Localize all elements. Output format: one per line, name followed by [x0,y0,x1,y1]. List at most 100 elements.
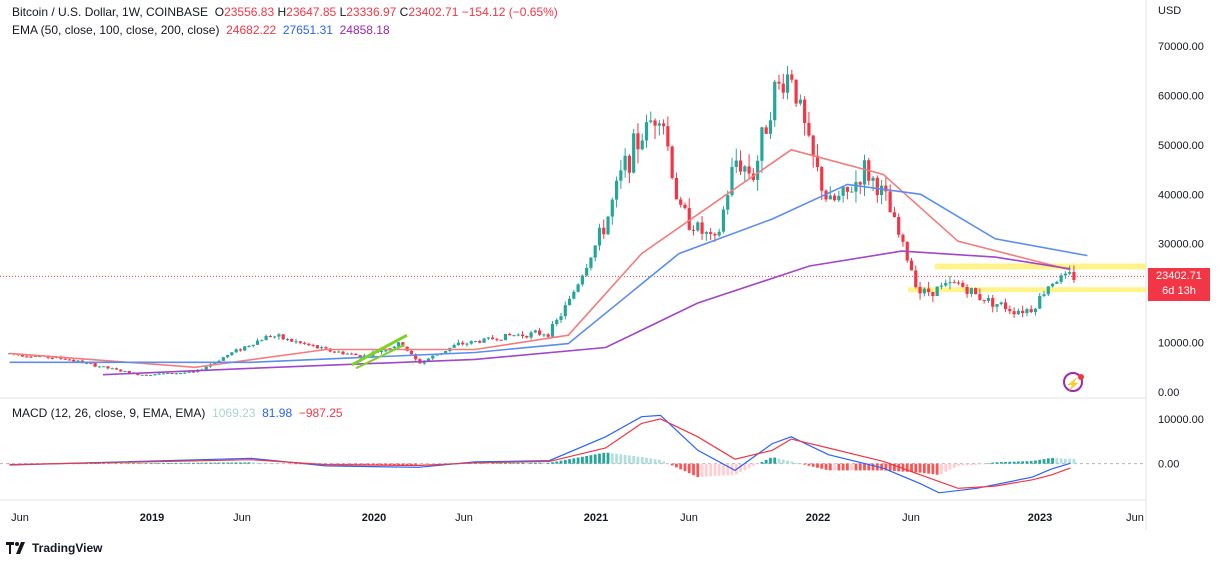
macd-histogram-bar [807,463,811,466]
candle-body [850,191,854,193]
candle-body [354,353,358,356]
candle-body [264,335,268,341]
macd-histogram-bar [987,463,990,464]
macd-histogram-bar [1021,461,1025,464]
macd-histogram-bar [546,462,550,464]
candle-body [452,345,456,348]
candle-body [1003,302,1008,310]
macd-histogram-bar [508,462,512,464]
candle-body [542,334,546,336]
candle-body [939,285,944,287]
macd-histogram-bar [747,463,751,469]
candle-body [255,340,260,345]
macd-histogram-bar [696,463,700,478]
price-tick-label: 30000.00 [1158,239,1204,251]
macd-histogram-bar [1034,460,1037,464]
macd-histogram-bar [495,462,499,464]
candle-body [260,340,264,342]
macd-histogram-bar [739,463,742,473]
macd-histogram-bar [89,463,93,465]
candle-body [149,375,153,377]
candle-body [1059,275,1063,282]
macd-histogram-bar [102,463,106,464]
macd-histogram-bar [204,462,208,464]
macd-histogram-bar [905,463,909,472]
macd-histogram-bar [192,462,195,464]
candle-body [234,349,238,353]
candle-body [277,334,281,337]
candle-body [320,347,324,349]
macd-histogram-bar [174,462,178,464]
macd-histogram-bar [1029,461,1033,464]
time-tick-label: 2022 [806,512,830,524]
macd-histogram-bar [751,463,755,467]
candle-body [161,373,166,375]
candle-body [691,229,696,231]
macd-histogram-bar [290,463,294,465]
candle-body [379,350,384,353]
macd-histogram-bar [200,462,204,464]
candle-body [401,342,405,347]
macd-histogram-bar [397,463,400,466]
macd-histogram-bar [790,461,794,464]
macd-histogram-bar [136,463,140,464]
macd-histogram-bar [247,462,251,464]
ema-legend[interactable]: EMA (50, close, 100, close, 200, close) … [12,23,390,37]
candle-body [935,286,939,297]
tradingview-logo[interactable]: TradingView [6,541,102,555]
macd-histogram-bar [512,462,516,464]
macd-histogram-bar [1042,459,1046,464]
macd-histogram-bar [610,453,614,464]
candle-body [499,339,503,341]
candle-body [281,334,285,340]
candle-body [871,177,875,181]
candle-body [546,334,550,337]
tradingview-icon [6,542,25,554]
candle-body [644,122,649,141]
macd-histogram-bar [559,460,563,464]
change-value: −154.12 (−0.65%) [461,5,558,19]
time-tick-label: Jun [11,512,29,524]
candle-body [901,234,905,242]
macd-histogram-bar [234,462,238,464]
candle-body [670,146,674,178]
macd-histogram-bar [794,462,798,464]
macd-histogram-bar [123,463,127,464]
macd-histogram-bar [213,462,217,464]
candle-body [311,345,315,347]
macd-histogram-bar [675,463,678,468]
candle-body [781,83,785,93]
candle-body [50,357,54,359]
candle-body [89,362,93,364]
candle-body [892,212,897,217]
macd-histogram-bar [598,453,601,464]
candle-body [619,170,623,181]
macd-histogram-bar [914,463,918,473]
macd-histogram-bar [704,463,708,477]
candle-body [614,180,619,200]
macd-histogram-bar [251,462,255,464]
macd-legend[interactable]: MACD (12, 26, close, 9, EMA, EMA) 1069.2… [12,406,343,420]
macd-histogram-bar [657,459,661,464]
macd-histogram-bar [486,462,490,464]
macd-histogram-bar [170,462,174,464]
macd-histogram-bar [196,462,200,464]
price-zone [908,287,1146,293]
candle-body [273,336,277,338]
macd-histogram-bar [606,452,610,464]
candle-body [110,368,114,370]
price-tick-label: 60000.00 [1158,90,1204,102]
candle-body [952,282,956,284]
candle-body [251,344,255,346]
candle-body [760,127,764,161]
macd-histogram-bar [239,462,242,464]
time-tick-label: Jun [455,512,473,524]
macd-histogram-bar [828,463,832,471]
macd-hist-value: 1069.23 [212,406,256,420]
lightning-icon[interactable]: ⚡ [1063,372,1083,392]
candle-body [991,297,995,307]
candle-body [999,302,1003,305]
notification-dot [1078,374,1084,380]
macd-histogram-bar [692,463,695,476]
